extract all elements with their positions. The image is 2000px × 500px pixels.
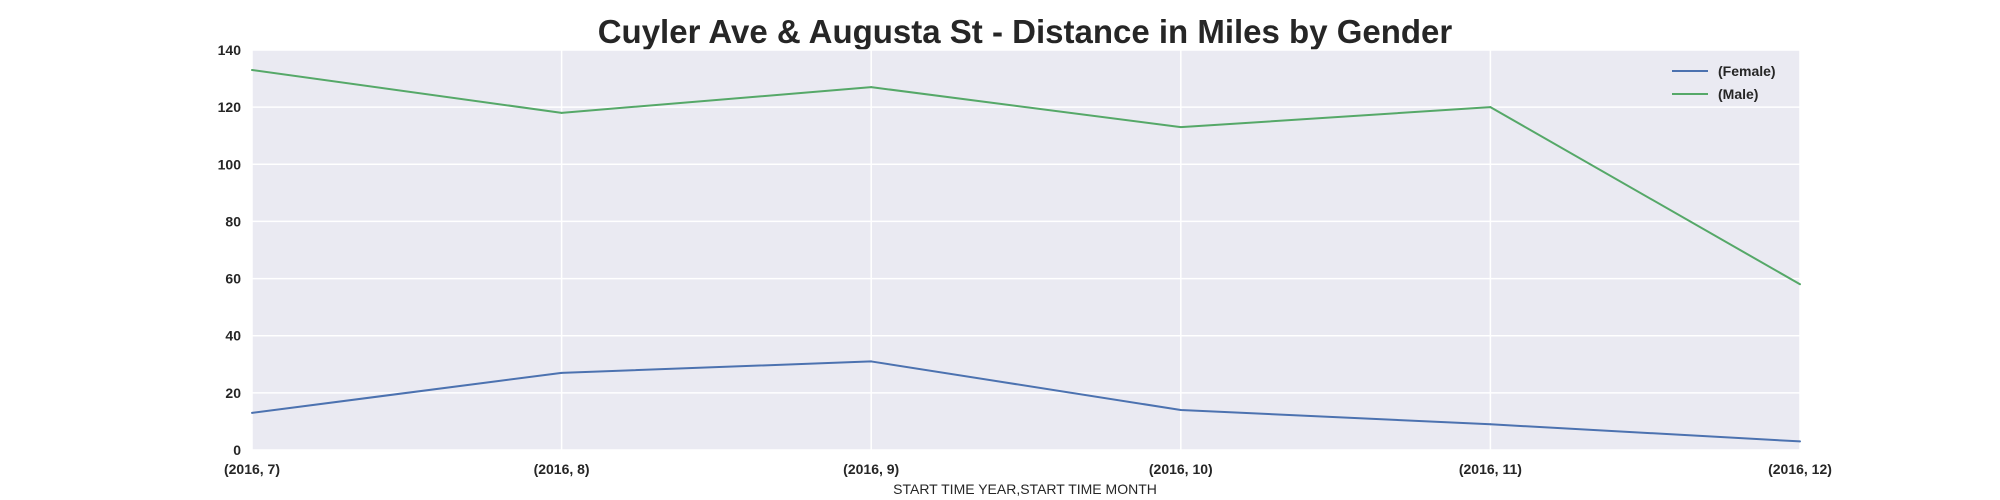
plot-area (252, 50, 1800, 450)
series-line (251, 69, 1801, 286)
data-point (870, 360, 873, 363)
y-tick-label: 100 (218, 156, 242, 172)
y-tick-label: 0 (233, 442, 241, 458)
data-point (1489, 423, 1492, 426)
y-axis-ticks: 0 20 40 60 80 100 120 140 (218, 42, 242, 458)
x-tick-label: (2016, 7) (224, 461, 280, 477)
data-point (560, 371, 563, 374)
data-point (251, 411, 253, 414)
series-lines (251, 69, 1801, 443)
y-tick-label: 120 (218, 99, 242, 115)
data-point (251, 69, 253, 71)
data-point (1179, 409, 1182, 411)
legend-label: (Female) (1718, 63, 1776, 79)
y-tick-label: 40 (225, 328, 241, 344)
data-point (1799, 283, 1801, 286)
data-point (870, 86, 873, 89)
data-point (560, 111, 563, 114)
chart-title: Cuyler Ave & Augusta St - Distance in Mi… (598, 13, 1453, 50)
data-point (1489, 106, 1492, 109)
x-tick-label: (2016, 9) (843, 461, 899, 477)
x-tick-label: (2016, 11) (1459, 461, 1522, 477)
y-tick-label: 20 (225, 385, 241, 401)
y-tick-label: 80 (225, 213, 241, 229)
data-point (1179, 126, 1182, 129)
grid-lines (251, 49, 1801, 451)
x-axis-label: START TIME YEAR,START TIME MONTH (893, 481, 1157, 497)
y-tick-label: 60 (225, 271, 241, 287)
legend-label: (Male) (1718, 86, 1758, 102)
x-tick-label: (2016, 12) (1768, 461, 1832, 477)
x-tick-label: (2016, 10) (1149, 461, 1213, 477)
x-axis-ticks: (2016, 7) (2016, 8) (2016, 9) (2016, 10) (20… (224, 461, 1832, 477)
x-tick-label: (2016, 8) (534, 461, 590, 477)
legend: (Female) (Male) (1672, 63, 1776, 102)
data-point (1799, 440, 1801, 443)
series-line (251, 360, 1801, 443)
y-tick-label: 140 (218, 42, 242, 58)
